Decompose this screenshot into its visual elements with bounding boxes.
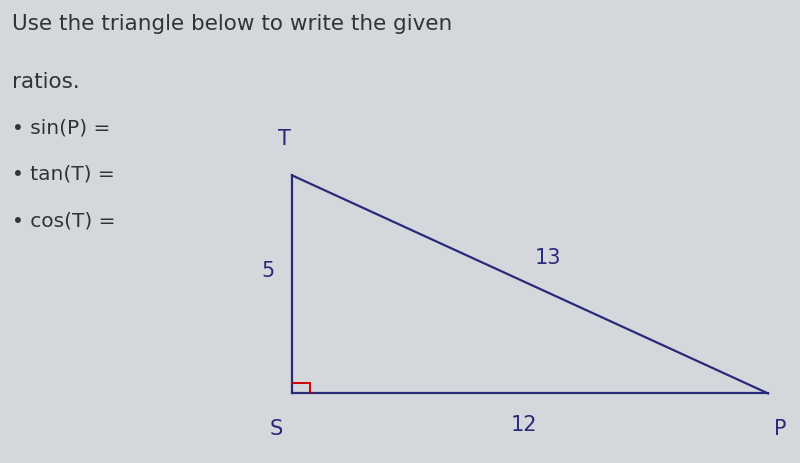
Text: ratios.: ratios. [12,72,80,92]
Text: Use the triangle below to write the given: Use the triangle below to write the give… [12,14,452,34]
Text: P: P [774,418,786,438]
Text: • tan(T) =: • tan(T) = [12,164,114,183]
Text: • sin(P) =: • sin(P) = [12,118,110,137]
Text: 12: 12 [510,413,538,434]
Text: S: S [270,418,282,438]
Text: 13: 13 [534,247,562,267]
Text: • cos(T) =: • cos(T) = [12,211,115,230]
Text: T: T [278,129,290,149]
Text: 5: 5 [262,261,274,281]
